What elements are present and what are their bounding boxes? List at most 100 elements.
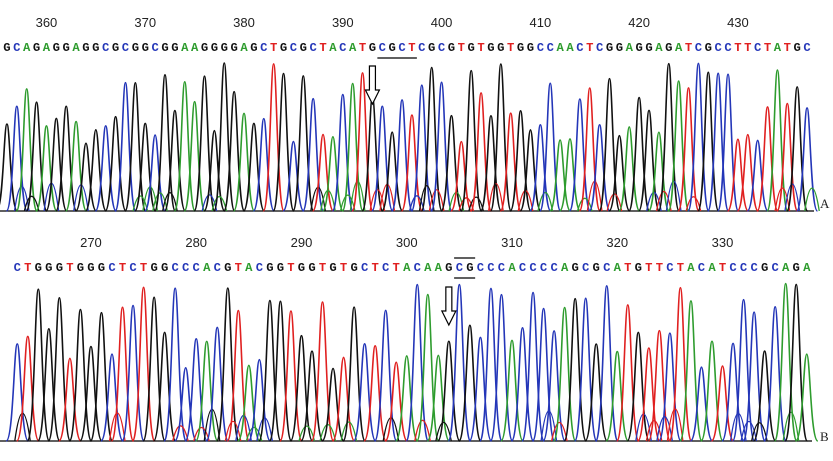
base-call: C bbox=[193, 261, 200, 275]
trace-minor-peak bbox=[349, 180, 366, 212]
trace-minor-peak bbox=[537, 191, 554, 212]
base-call: T bbox=[645, 261, 652, 275]
trace-peak-C bbox=[430, 81, 453, 212]
base-call: G bbox=[635, 261, 642, 275]
base-call: G bbox=[616, 41, 623, 55]
trace-peak-T bbox=[279, 310, 303, 442]
base-call: C bbox=[576, 41, 583, 55]
base-call: T bbox=[458, 41, 465, 55]
trace-peak-C bbox=[410, 84, 433, 212]
trace-peak-G bbox=[79, 345, 103, 442]
base-call: C bbox=[260, 41, 267, 55]
base-call: A bbox=[424, 261, 432, 275]
trace-peak-T bbox=[15, 335, 40, 442]
trace-minor-peak bbox=[428, 189, 445, 212]
base-call: A bbox=[774, 41, 782, 55]
base-call: G bbox=[201, 41, 208, 55]
trace-peak-T bbox=[726, 138, 750, 212]
trace-minor-peak bbox=[13, 185, 30, 212]
base-call: A bbox=[708, 261, 716, 275]
base-call: T bbox=[319, 41, 326, 55]
base-call: A bbox=[240, 41, 248, 55]
position-tick-label: 300 bbox=[396, 235, 418, 250]
base-call: G bbox=[150, 261, 157, 275]
base-call: T bbox=[586, 41, 593, 55]
trace-peak-G bbox=[203, 129, 226, 212]
trace-peak-C bbox=[252, 117, 275, 212]
base-call: G bbox=[448, 41, 455, 55]
trace-peak-G bbox=[142, 296, 166, 442]
trace-peak-G bbox=[437, 340, 461, 442]
trace-peak-C bbox=[405, 283, 430, 442]
trace-minor-peak bbox=[256, 417, 274, 442]
base-call: G bbox=[132, 41, 139, 55]
base-call: G bbox=[329, 261, 336, 275]
base-call: C bbox=[290, 41, 297, 55]
base-call: A bbox=[23, 41, 31, 55]
trace-peak-G bbox=[440, 114, 463, 212]
position-tick-label: 290 bbox=[291, 235, 313, 250]
base-call: C bbox=[550, 261, 557, 275]
trace-peak-C bbox=[247, 358, 272, 442]
trace-peak-G bbox=[563, 297, 587, 442]
trace-peak-A bbox=[64, 120, 88, 212]
trace-minor-peak bbox=[319, 424, 337, 442]
base-call: A bbox=[245, 261, 253, 275]
trace-peak-G bbox=[104, 115, 127, 212]
base-call: G bbox=[98, 261, 105, 275]
trace-peak-T bbox=[776, 102, 799, 212]
base-call: G bbox=[77, 261, 84, 275]
base-call: A bbox=[803, 261, 811, 275]
base-call: G bbox=[35, 261, 42, 275]
trace-peak-C bbox=[143, 134, 167, 212]
base-call: G bbox=[266, 261, 273, 275]
trace-peak-C bbox=[721, 342, 745, 442]
trace-minor-peak bbox=[369, 188, 386, 212]
trace-peak-G bbox=[420, 66, 443, 212]
trace-peak-G bbox=[45, 117, 68, 212]
base-call: G bbox=[606, 41, 613, 55]
trace-peak-T bbox=[736, 133, 759, 212]
trace-peak-G bbox=[222, 90, 246, 212]
trace-peak-C bbox=[173, 366, 198, 442]
base-call: G bbox=[3, 41, 10, 55]
base-call: A bbox=[191, 41, 199, 55]
trace-peak-G bbox=[152, 331, 177, 442]
trace-minor-peak bbox=[298, 425, 316, 442]
base-call: G bbox=[33, 41, 40, 55]
trace-peak-A bbox=[173, 81, 196, 212]
base-call: A bbox=[561, 261, 569, 275]
trace-peak-T bbox=[351, 72, 374, 212]
trace-peak-G bbox=[292, 75, 315, 212]
base-call: G bbox=[250, 41, 257, 55]
trace-peak-G bbox=[697, 71, 720, 212]
trace-peak-C bbox=[687, 62, 710, 212]
base-call: C bbox=[414, 261, 421, 275]
trace-peak-C bbox=[282, 140, 305, 212]
base-call: C bbox=[361, 261, 368, 275]
base-call: G bbox=[645, 41, 652, 55]
trace-peak-C bbox=[479, 287, 503, 442]
base-call: G bbox=[161, 41, 168, 55]
base-call: G bbox=[82, 41, 89, 55]
trace-peak-A bbox=[183, 100, 206, 212]
trace-peak-A bbox=[667, 80, 690, 212]
base-call: C bbox=[182, 261, 189, 275]
trace-minor-peak bbox=[740, 420, 758, 442]
base-call: A bbox=[181, 41, 189, 55]
trace-minor-peak bbox=[132, 195, 149, 212]
trace-minor-peak bbox=[804, 187, 820, 212]
base-call: T bbox=[764, 41, 771, 55]
trace-minor-peak bbox=[729, 413, 747, 442]
base-call: C bbox=[102, 41, 109, 55]
base-call: C bbox=[382, 261, 389, 275]
trace-peak-A bbox=[618, 126, 641, 212]
trace-peak-C bbox=[510, 327, 535, 442]
base-call: A bbox=[566, 41, 574, 55]
trace-peak-T bbox=[58, 357, 82, 442]
base-call: C bbox=[477, 261, 484, 275]
trace-minor-peak bbox=[468, 196, 485, 212]
base-call: G bbox=[428, 41, 435, 55]
trace-peak-A bbox=[700, 340, 724, 442]
